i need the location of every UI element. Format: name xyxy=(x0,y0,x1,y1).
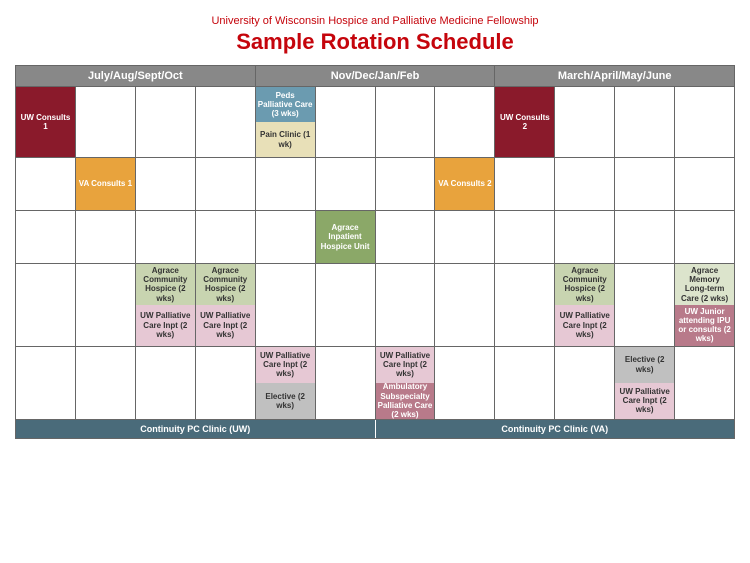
schedule-cell: Agrace Memory Long-term Care (2 wks)UW J… xyxy=(675,264,734,346)
subtitle: University of Wisconsin Hospice and Pall… xyxy=(15,15,735,27)
rotation-block: UW Palliative Care Inpt (2 wks) xyxy=(196,305,255,346)
schedule-row: UW Palliative Care Inpt (2 wks)Elective … xyxy=(16,346,734,419)
schedule-cell xyxy=(76,87,136,157)
schedule-cell xyxy=(495,211,555,263)
schedule-cell xyxy=(16,347,76,419)
schedule-cell xyxy=(196,158,256,210)
schedule-cell: Peds Palliative Care (3 wks)Pain Clinic … xyxy=(256,87,316,157)
schedule-cell xyxy=(615,264,675,346)
rotation-block: Pain Clinic (1 wk) xyxy=(256,122,315,157)
rotation-block: Agrace Community Hospice (2 wks) xyxy=(196,264,255,305)
schedule-cell xyxy=(376,158,436,210)
schedule-cell xyxy=(16,158,76,210)
schedule-cell xyxy=(256,211,316,263)
schedule-cell xyxy=(435,264,495,346)
schedule-cell xyxy=(495,347,555,419)
rotation-block: UW Palliative Care Inpt (2 wks) xyxy=(615,383,674,419)
schedule-cell xyxy=(555,347,615,419)
rotation-block: UW Palliative Care Inpt (2 wks) xyxy=(376,347,435,383)
schedule-cell xyxy=(196,211,256,263)
schedule-cell xyxy=(196,87,256,157)
footer-cell: Continuity PC Clinic (VA) xyxy=(376,420,735,438)
schedule-cell xyxy=(316,158,376,210)
schedule-grid: July/Aug/Sept/OctNov/Dec/Jan/FebMarch/Ap… xyxy=(15,65,735,439)
rotation-block: VA Consults 2 xyxy=(435,158,494,210)
schedule-cell: Agrace Community Hospice (2 wks)UW Palli… xyxy=(196,264,256,346)
schedule-cell xyxy=(136,158,196,210)
schedule-cell xyxy=(16,264,76,346)
rotation-block: UW Palliative Care Inpt (2 wks) xyxy=(136,305,195,346)
schedule-cell: UW Consults 1 xyxy=(16,87,76,157)
rotation-block: VA Consults 1 xyxy=(76,158,135,210)
schedule-cell xyxy=(136,211,196,263)
rotation-block: UW Consults 1 xyxy=(16,87,75,157)
schedule-cell xyxy=(435,87,495,157)
schedule-cell: UW Palliative Care Inpt (2 wks)Ambulator… xyxy=(376,347,436,419)
schedule-cell xyxy=(615,211,675,263)
schedule-row: VA Consults 1 VA Consults 2 xyxy=(16,157,734,210)
rotation-block: Elective (2 wks) xyxy=(256,383,315,419)
footer-row: Continuity PC Clinic (UW)Continuity PC C… xyxy=(16,419,734,438)
rotation-block: Agrace Community Hospice (2 wks) xyxy=(136,264,195,305)
schedule-cell xyxy=(435,211,495,263)
schedule-cell xyxy=(675,158,734,210)
month-header: July/Aug/Sept/Oct xyxy=(16,66,256,86)
rotation-block: UW Consults 2 xyxy=(495,87,554,157)
schedule-cell xyxy=(76,211,136,263)
schedule-cell xyxy=(196,347,256,419)
schedule-cell xyxy=(376,87,436,157)
schedule-row: UW Consults 1 Peds Palliative Care (3 wks… xyxy=(16,86,734,157)
month-header-row: July/Aug/Sept/OctNov/Dec/Jan/FebMarch/Ap… xyxy=(16,66,734,86)
schedule-cell xyxy=(136,87,196,157)
schedule-cell: VA Consults 2 xyxy=(435,158,495,210)
schedule-cell xyxy=(615,87,675,157)
rotation-block: Peds Palliative Care (3 wks) xyxy=(256,87,315,122)
schedule-cell xyxy=(435,347,495,419)
schedule-cell: UW Consults 2 xyxy=(495,87,555,157)
schedule-cell xyxy=(495,158,555,210)
schedule-row: Agrace Inpatient Hospice Unit xyxy=(16,210,734,263)
schedule-cell xyxy=(495,264,555,346)
schedule-cell xyxy=(76,347,136,419)
schedule-cell xyxy=(675,87,734,157)
rotation-block: UW Junior attending IPU or consults (2 w… xyxy=(675,305,734,346)
schedule-cell: Agrace Community Hospice (2 wks)UW Palli… xyxy=(136,264,196,346)
schedule-cell xyxy=(316,264,376,346)
header: University of Wisconsin Hospice and Pall… xyxy=(15,15,735,55)
schedule-cell xyxy=(555,211,615,263)
schedule-cell xyxy=(376,264,436,346)
title: Sample Rotation Schedule xyxy=(15,29,735,55)
schedule-cell xyxy=(675,347,734,419)
schedule-cell xyxy=(256,158,316,210)
schedule-cell xyxy=(316,87,376,157)
rotation-block: Agrace Memory Long-term Care (2 wks) xyxy=(675,264,734,305)
schedule-cell xyxy=(316,347,376,419)
schedule-cell xyxy=(16,211,76,263)
schedule-cell xyxy=(615,158,675,210)
rotation-block: Ambulatory Subspecialty Palliative Care … xyxy=(376,383,435,419)
schedule-cell xyxy=(256,264,316,346)
schedule-cell: Agrace Community Hospice (2 wks)UW Palli… xyxy=(555,264,615,346)
rotation-block: Elective (2 wks) xyxy=(615,347,674,383)
rotation-block: Agrace Inpatient Hospice Unit xyxy=(316,211,375,263)
schedule-cell: UW Palliative Care Inpt (2 wks)Elective … xyxy=(256,347,316,419)
schedule-row: Agrace Community Hospice (2 wks)UW Palli… xyxy=(16,263,734,346)
month-header: Nov/Dec/Jan/Feb xyxy=(256,66,496,86)
rotation-block: UW Palliative Care Inpt (2 wks) xyxy=(256,347,315,383)
month-header: March/April/May/June xyxy=(495,66,734,86)
rotation-block: UW Palliative Care Inpt (2 wks) xyxy=(555,305,614,346)
schedule-cell xyxy=(76,264,136,346)
footer-cell: Continuity PC Clinic (UW) xyxy=(16,420,376,438)
schedule-cell xyxy=(376,211,436,263)
schedule-cell: Elective (2 wks)UW Palliative Care Inpt … xyxy=(615,347,675,419)
schedule-cell xyxy=(555,87,615,157)
schedule-cell: VA Consults 1 xyxy=(76,158,136,210)
schedule-cell: Agrace Inpatient Hospice Unit xyxy=(316,211,376,263)
schedule-cell xyxy=(675,211,734,263)
schedule-cell xyxy=(136,347,196,419)
rotation-block: Agrace Community Hospice (2 wks) xyxy=(555,264,614,305)
schedule-cell xyxy=(555,158,615,210)
